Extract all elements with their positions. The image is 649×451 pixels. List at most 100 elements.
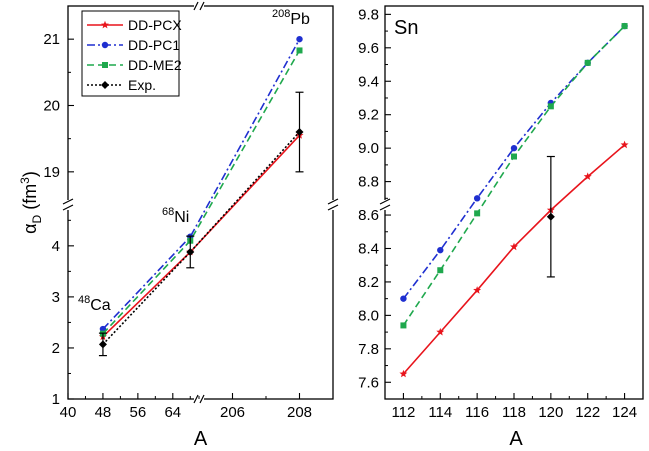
y-tick-label: 7.6 [358,374,379,391]
legend-item: DD-PCX [87,17,182,33]
y-tick-label: 4 [52,238,60,255]
series-dd-pcx [399,140,629,378]
data-point [546,212,555,221]
y-tick-label: 9.8 [358,6,379,23]
legend-item: DD-PC1 [87,37,180,53]
legend: DD-PCX DD-PC1 DD-ME2 Exp. [81,10,182,97]
axis-break-mark [379,198,391,205]
data-point [510,144,518,152]
y-tick-label: 3 [52,289,60,306]
y-tick-label: 21 [43,31,60,48]
data-point [186,247,195,256]
data-point [436,327,445,336]
data-point [621,23,628,30]
y-tick-label: 20 [43,98,60,115]
y-tick-label: 8.2 [358,274,379,291]
series-line [102,131,301,345]
y-tick-label: 8.6 [358,207,379,224]
x-axis-break-mark [193,1,199,11]
legend-item: DD-ME2 [87,57,182,73]
y-tick-label: 9.2 [358,107,379,124]
data-point [473,195,481,202]
legend-marker [101,41,109,49]
y-axis-title-unit: (fm [20,184,40,215]
series-line [402,25,626,300]
plot-frame [384,5,644,400]
x-axis-break-mark [193,394,199,404]
legend-label: DD-PC1 [128,37,180,53]
y-axis-break-mark [62,204,74,211]
data-point [584,59,591,66]
y-axis-title-symbol: α [20,223,40,233]
x-tick-label: 122 [575,404,600,421]
legend-label: Exp. [128,77,156,93]
y-tick-label: 9.0 [358,140,379,157]
series-exp- [546,155,555,278]
x-tick-label: 124 [612,404,637,421]
legend-item: Exp. [87,77,156,93]
nucleus-mass-number: 48 [78,294,90,306]
data-point [583,172,592,180]
legend-label: DD-PCX [128,17,182,33]
x-tick-label: 114 [428,404,452,421]
series-line [102,38,301,330]
data-point [296,47,303,54]
y-axis-title-subscript: D [30,214,44,223]
y-tick-label: 8.8 [358,174,379,191]
data-point [437,267,444,274]
y-tick-label: 8.4 [358,240,379,257]
y-axis-title-unit-close: ) [20,171,40,177]
panel-title: Sn [394,17,418,39]
y-tick-label: 19 [43,164,60,181]
y-break-mask-left [64,200,72,210]
x-tick-label: 64 [164,404,181,421]
data-point [400,295,407,302]
series-dd-me2 [400,23,628,329]
legend-marker [101,81,109,89]
data-point [473,286,482,294]
x-break-mask-top [194,3,204,10]
x-tick-label: 56 [130,404,147,421]
data-point [474,210,481,217]
data-point [547,103,554,110]
axis-break-mark [379,204,391,211]
x-tick-label: 118 [502,404,526,421]
y-axis-title: αD (fm3) [18,171,44,234]
nucleus-symbol: Pb [290,11,310,28]
legend-marker [102,62,108,68]
x-tick-label: 208 [287,404,312,421]
series-line [402,25,626,326]
x-tick-label: 48 [95,404,112,421]
y-axis-break-mark [62,198,74,205]
nucleus-mass-number: 68 [162,206,174,218]
data-point [400,322,407,329]
x-tick-label: 112 [391,404,415,421]
data-point [437,246,444,254]
legend-label: DD-ME2 [128,57,182,73]
nucleus-annotation: 208Pb [272,8,310,28]
y-break-mask-left [381,200,389,210]
x-tick-label: 116 [465,404,489,421]
data-point [511,153,517,160]
series-line [402,144,626,375]
nucleus-annotation: 68Ni [162,206,189,226]
data-point [620,140,629,149]
x-tick-label: 120 [538,404,563,421]
x-axis-break-mark [199,1,205,11]
nucleus-annotation: 48Ca [78,294,111,314]
x-tick-label: 206 [220,404,245,421]
x-axis-title: A [194,428,208,450]
series-dd-pc1 [400,22,628,302]
series-exp- [98,91,304,357]
data-point [98,340,107,349]
x-tick-label: 40 [60,404,77,421]
x-axis-break-mark [199,394,205,404]
y-tick-label: 9.4 [358,73,379,90]
data-point [296,35,303,43]
data-point [510,242,518,251]
legend-marker [101,20,109,29]
y-axis-break-mark [327,204,339,211]
data-point [295,128,304,137]
